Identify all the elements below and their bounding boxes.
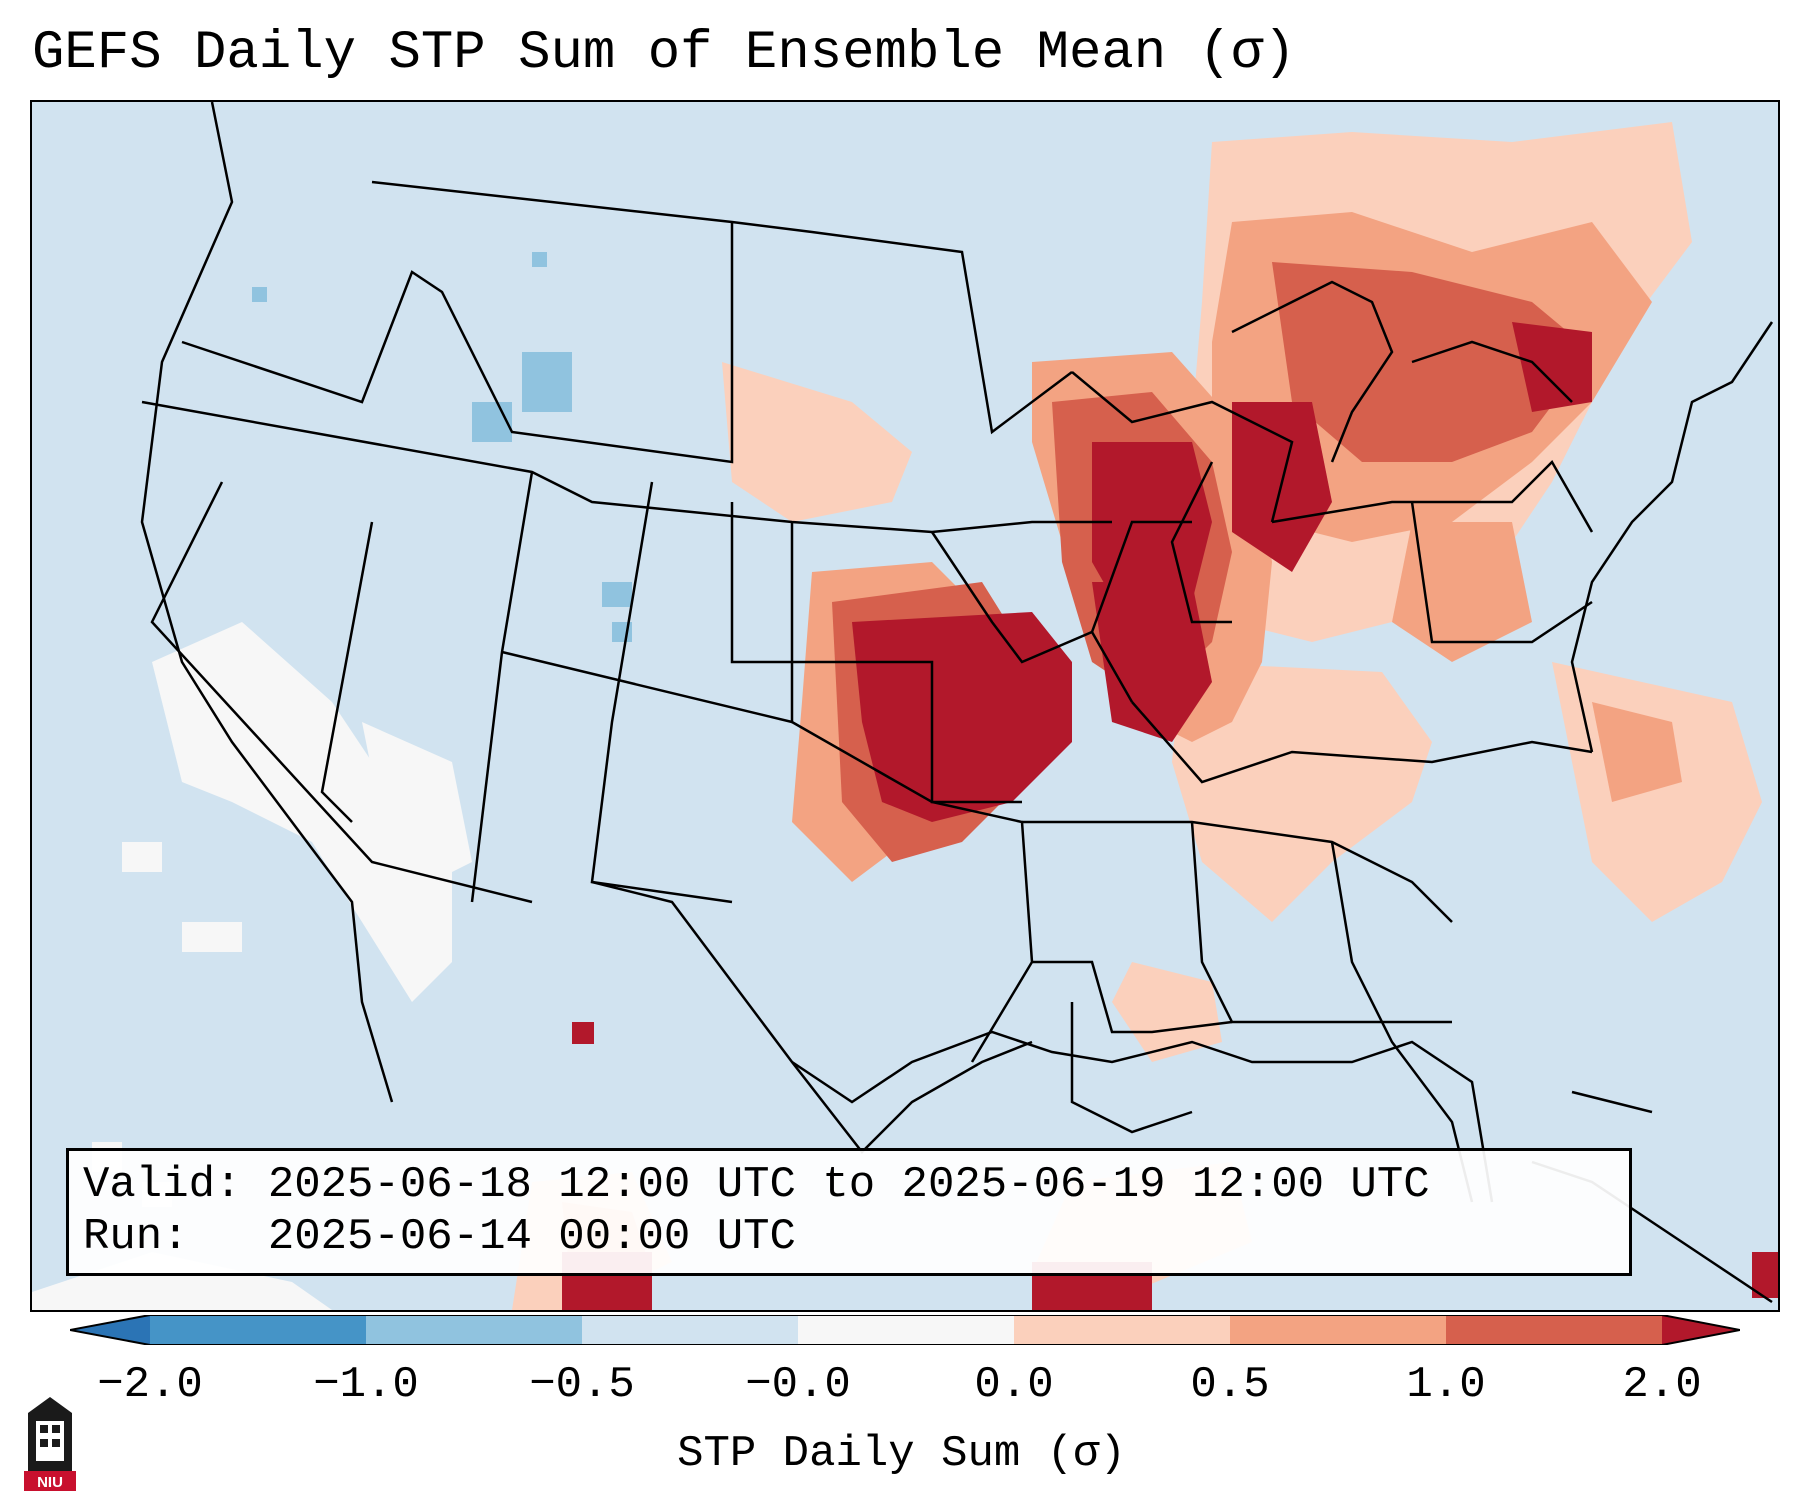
colorbar-bin-zero — [798, 1315, 1014, 1345]
valid-run-info-box: Valid: 2025-06-18 12:00 UTC to 2025-06-1… — [66, 1148, 1632, 1276]
colorbar-tick-m1: −1.0 — [313, 1360, 419, 1410]
colorbar-bin-m05-0 — [582, 1315, 798, 1345]
map-title: GEFS Daily STP Sum of Ensemble Mean (σ) — [32, 23, 1296, 84]
svg-text:NIU: NIU — [37, 1474, 63, 1491]
colorbar-label: STP Daily Sum (σ) — [677, 1429, 1126, 1479]
near-zero-areas — [32, 622, 472, 1310]
colorbar-bin-m2-m1 — [150, 1315, 366, 1345]
map-panel — [30, 100, 1780, 1312]
colorbar-bin-0-05 — [1014, 1315, 1230, 1345]
colorbar-bin-m1-m05 — [366, 1315, 582, 1345]
colorbar-extend-low — [70, 1315, 150, 1345]
colorbar-tick-m2: −2.0 — [97, 1360, 203, 1410]
colorbar-tick-m05: −0.5 — [529, 1360, 635, 1410]
colorbar-bin-1-2 — [1446, 1315, 1662, 1345]
niu-logo-icon: NIU — [24, 1397, 76, 1491]
colorbar — [70, 1315, 1740, 1345]
colorbar-tick-2: 2.0 — [1622, 1360, 1702, 1410]
state-boundaries — [140, 102, 1774, 1203]
colorbar-tick-m0: −0.0 — [745, 1360, 851, 1410]
colorbar-extend-high — [1662, 1315, 1740, 1345]
colorbar-tick-1: 1.0 — [1406, 1360, 1486, 1410]
run-time: 2025-06-14 00:00 UTC — [267, 1212, 796, 1262]
colorbar-tick-05: 0.5 — [1190, 1360, 1270, 1410]
run-label: Run: — [83, 1212, 242, 1262]
negative-areas — [252, 252, 632, 642]
stp-map — [32, 102, 1778, 1310]
valid-label: Valid: — [83, 1160, 242, 1210]
colorbar-tick-0: 0.0 — [974, 1360, 1054, 1410]
valid-time-range: 2025-06-18 12:00 UTC to 2025-06-19 12:00… — [267, 1160, 1430, 1210]
colorbar-bin-05-1 — [1230, 1315, 1446, 1345]
